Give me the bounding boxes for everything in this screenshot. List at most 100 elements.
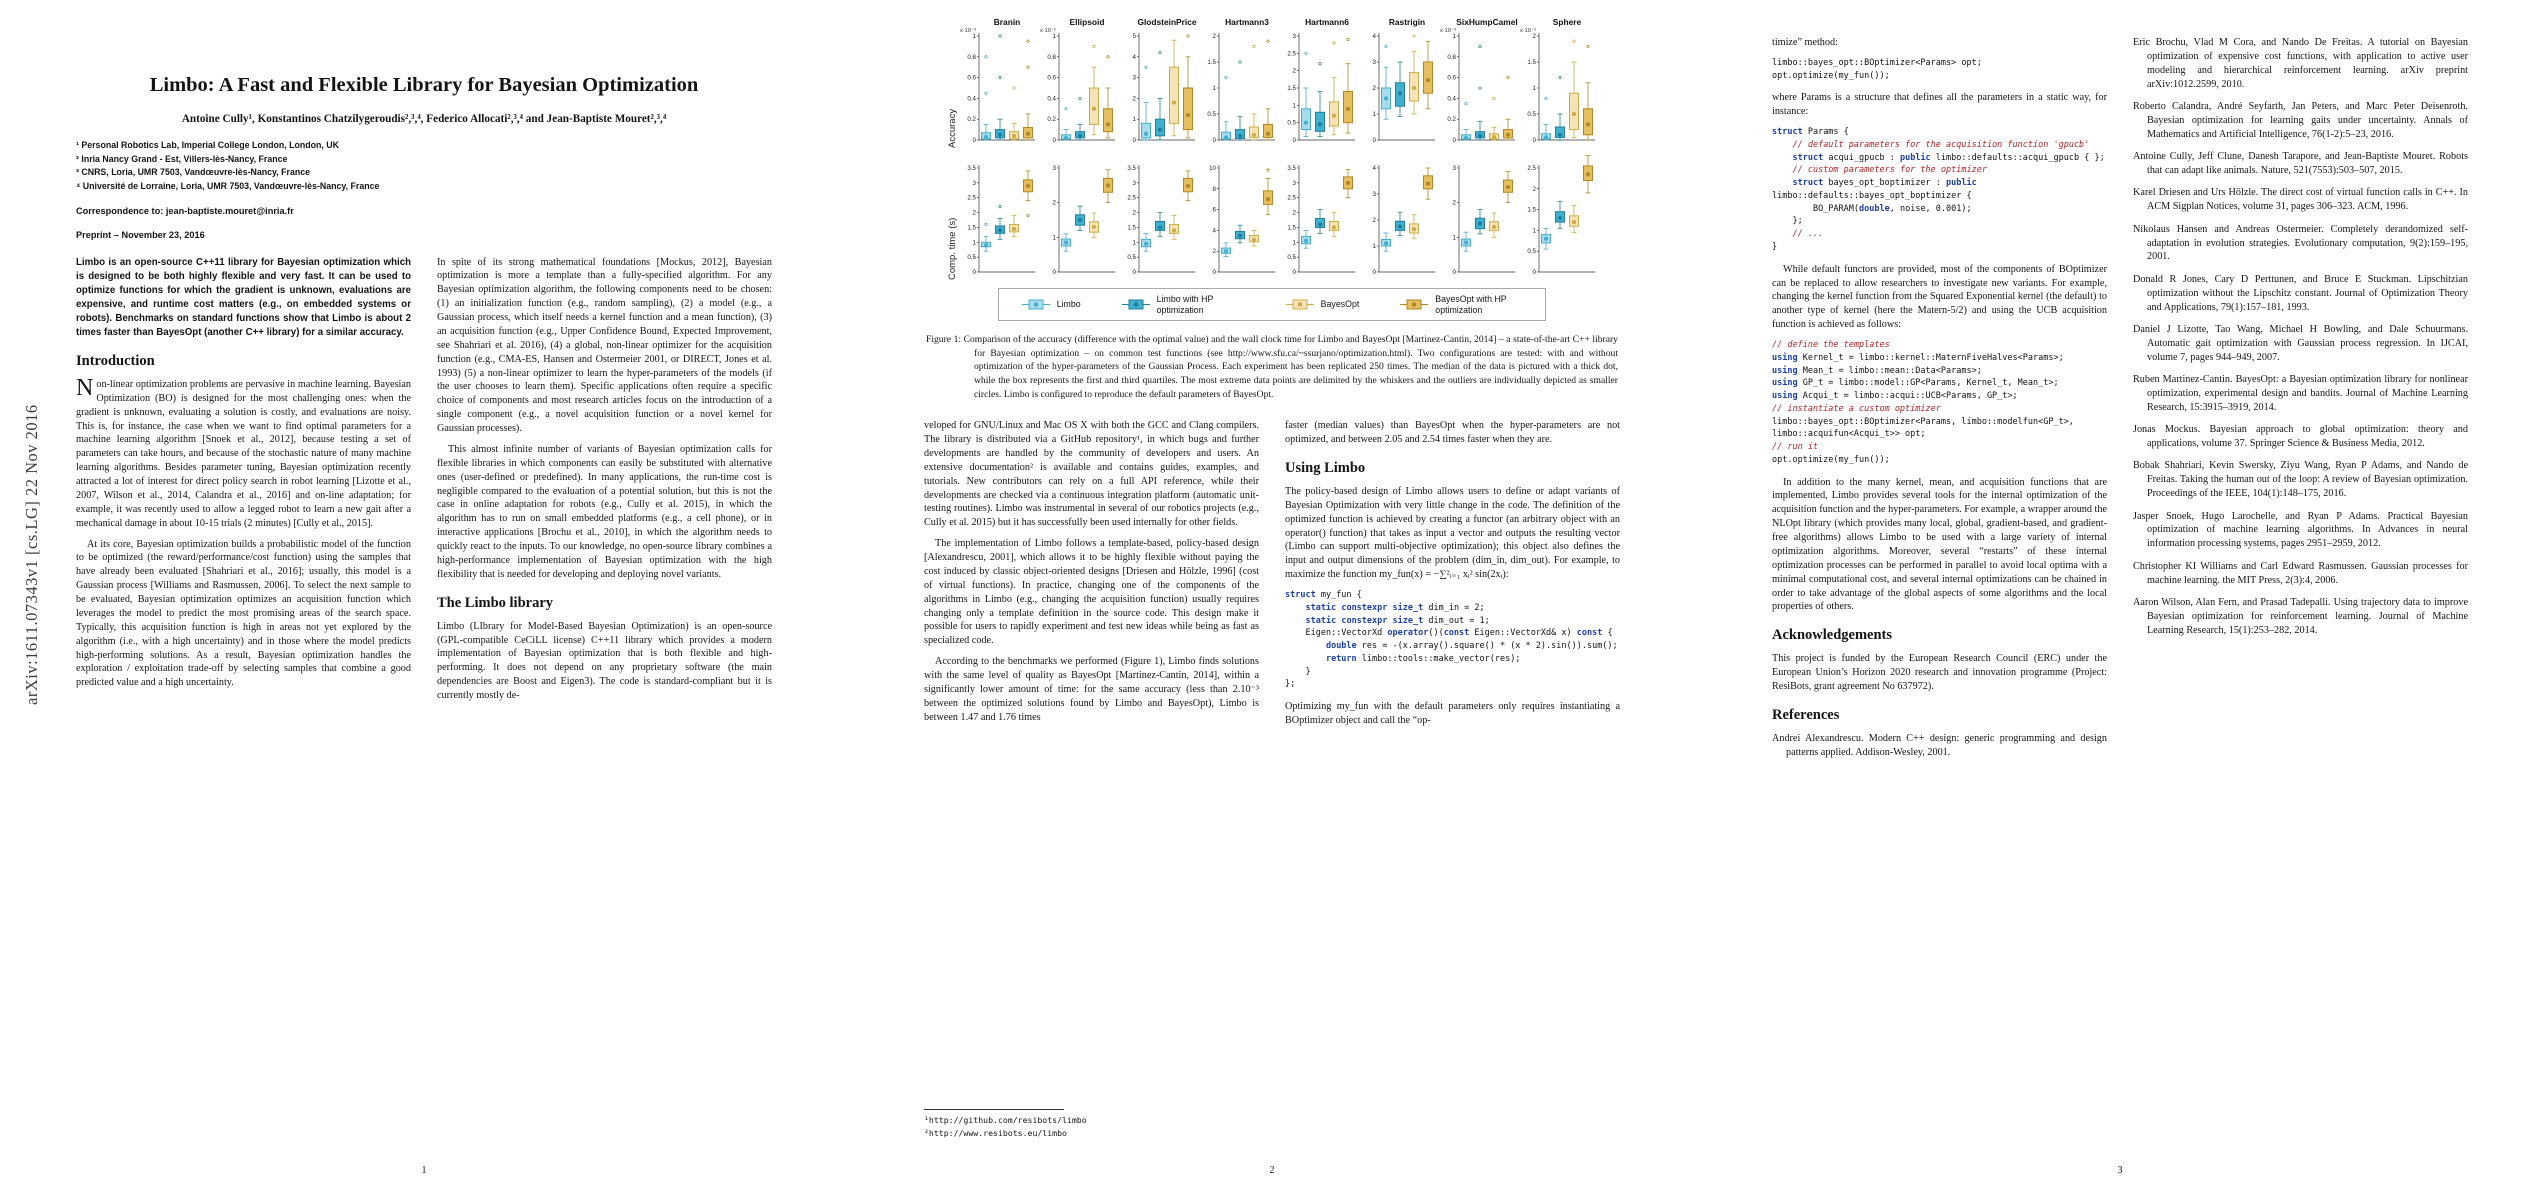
legend-label: BayesOpt — [1320, 299, 1360, 310]
page-3: timize” method: limbo::bayes_opt::BOptim… — [1696, 0, 2544, 1200]
svg-text:2: 2 — [1292, 210, 1296, 217]
legend-boxplot-glyph — [1285, 299, 1314, 310]
boxplot-panel-time-3: 0 2 4 6 8 10 — [1209, 165, 1275, 276]
svg-text:1.5: 1.5 — [967, 224, 976, 231]
paragraph: Optimizing my_fun with the default param… — [1285, 701, 1620, 726]
affiliation-3: ³ CNRS, Loria, UMR 7503, Vandœuvre-lès-N… — [76, 167, 310, 178]
svg-text:3.5: 3.5 — [967, 165, 976, 172]
legend-label: Limbo with HP optimization — [1156, 294, 1214, 315]
svg-text:0: 0 — [1292, 269, 1296, 276]
svg-text:0.6: 0.6 — [1047, 75, 1056, 82]
svg-text:0: 0 — [972, 269, 976, 276]
paragraph: While default functors are provided, mos… — [1772, 263, 2107, 331]
page1-left-column: Limbo is an open-source C++11 library fo… — [76, 256, 411, 1145]
svg-text:Hartmann6: Hartmann6 — [1305, 17, 1349, 27]
svg-text:0: 0 — [1132, 269, 1136, 276]
boxplot-panel-time-6: 0 1 2 3 — [1452, 165, 1515, 276]
reference-item: Bobak Shahriari, Kevin Swersky, Ziyu Wan… — [2133, 460, 2468, 500]
svg-text:5: 5 — [1132, 33, 1136, 40]
boxplot-grid: Accuracy Branin x 10⁻³ 0 0.2 0.4 0.6 0.8 1 Ellips… — [924, 16, 1620, 280]
svg-text:8: 8 — [1212, 186, 1216, 193]
svg-text:2: 2 — [1372, 217, 1376, 224]
svg-text:Rastrigin: Rastrigin — [1388, 17, 1424, 27]
svg-text:0: 0 — [1052, 269, 1056, 276]
reference-item: Antoine Cully, Jeff Clune, Danesh Tarapo… — [2133, 151, 2468, 176]
svg-text:0.2: 0.2 — [1047, 116, 1056, 123]
legend-label: Limbo — [1056, 299, 1081, 310]
svg-text:1: 1 — [1452, 234, 1456, 241]
legend-item: Limbo with HP optimization — [1121, 294, 1245, 315]
page2-right-column: faster (median values) than BayesOpt whe… — [1285, 419, 1620, 1144]
svg-text:0: 0 — [1532, 269, 1536, 276]
paragraph: The implementation of Limbo follows a te… — [924, 538, 1259, 647]
code-listing-params: struct Params { // default parameters fo… — [1772, 127, 2105, 252]
svg-text:0.5: 0.5 — [967, 254, 976, 261]
svg-text:2.5: 2.5 — [1287, 195, 1296, 202]
paragraph: veloped for GNU/Linux and Mac OS X with … — [924, 420, 1259, 529]
footnote-link-github[interactable]: ¹http://github.com/resibots/limbo — [924, 1114, 1087, 1125]
legend-item: BayesOpt with HP optimization — [1399, 294, 1523, 315]
svg-text:2.5: 2.5 — [967, 195, 976, 202]
correspondence-email-link[interactable]: jean-baptiste.mouret@inria.fr — [165, 205, 294, 216]
svg-text:0.2: 0.2 — [967, 116, 976, 123]
svg-text:0: 0 — [1132, 137, 1136, 144]
svg-text:GlodsteinPrice: GlodsteinPrice — [1137, 17, 1196, 27]
svg-text:0.4: 0.4 — [1447, 95, 1456, 102]
reference-item: Eric Brochu, Vlad M Cora, and Nando De F… — [2133, 37, 2468, 90]
svg-text:0.5: 0.5 — [1287, 120, 1296, 127]
svg-text:0.4: 0.4 — [1047, 95, 1056, 102]
boxplot-panel-time-2: 0 0.5 1 1.5 2 2.5 3 3.5 — [1127, 165, 1195, 276]
figure-row: Comp. time (s) 0 0.5 1 1.5 2 2.5 3 3.5 0 1 2 3 0 0.5 1 1… — [924, 148, 1620, 280]
svg-text:0: 0 — [1052, 137, 1056, 144]
svg-text:1.5: 1.5 — [1527, 207, 1536, 214]
svg-text:4: 4 — [1212, 227, 1216, 234]
boxplot-panel-Hartmann6: Hartmann6 0 0.5 1 1.5 2 2.5 3 — [1287, 17, 1355, 144]
page2-columns: veloped for GNU/Linux and Mac OS X with … — [924, 419, 1620, 1144]
page-number-2: 2 — [1269, 1165, 1275, 1176]
svg-text:0.2: 0.2 — [1447, 116, 1456, 123]
paragraph: According to the benchmarks we performed… — [924, 656, 1259, 723]
code-listing-templates: // define the templates using Kernel_t =… — [1772, 340, 2074, 465]
page-1: arXiv:1611.07343v1 [cs.LG] 22 Nov 2016 L… — [0, 0, 848, 1200]
authors-line: Antoine Cully¹, Konstantinos Chatzilyger… — [181, 113, 667, 125]
svg-text:x 10⁻²: x 10⁻² — [1040, 28, 1056, 34]
svg-text:0.8: 0.8 — [967, 54, 976, 61]
legend-label: BayesOpt with HP optimization — [1435, 294, 1507, 315]
svg-text:1: 1 — [1292, 239, 1296, 246]
svg-text:0: 0 — [1212, 269, 1216, 276]
boxplot-panel-time-5: 0 1 2 3 4 — [1372, 165, 1435, 276]
svg-text:3: 3 — [1132, 75, 1136, 82]
svg-text:3: 3 — [1132, 180, 1136, 187]
boxplot-panel-time-4: 0 0.5 1 1.5 2 2.5 3 3.5 — [1287, 165, 1355, 276]
affiliations: ¹ Personal Robotics Lab, Imperial Colleg… — [76, 139, 772, 194]
svg-text:Sphere: Sphere — [1552, 17, 1581, 27]
svg-text:1: 1 — [1132, 239, 1136, 246]
footnote-link-docs[interactable]: ²http://www.resibots.eu/limbo — [924, 1127, 1067, 1138]
svg-text:1: 1 — [1052, 33, 1056, 40]
page2-left-column: veloped for GNU/Linux and Mac OS X with … — [924, 419, 1259, 1144]
boxplot-panel-Rastrigin: Rastrigin 0 1 2 3 4 — [1372, 17, 1435, 144]
svg-text:3: 3 — [1372, 191, 1376, 198]
svg-text:1.5: 1.5 — [1287, 224, 1296, 231]
svg-text:x 10⁻³: x 10⁻³ — [960, 28, 976, 34]
svg-text:0: 0 — [1532, 137, 1536, 144]
page-2: Accuracy Branin x 10⁻³ 0 0.2 0.4 0.6 0.8 1 Ellips… — [848, 0, 1696, 1200]
svg-text:2: 2 — [1212, 33, 1216, 40]
svg-text:0: 0 — [1452, 269, 1456, 276]
figure-row: Accuracy Branin x 10⁻³ 0 0.2 0.4 0.6 0.8 1 Ellips… — [924, 16, 1620, 148]
page-number-3: 3 — [2117, 1165, 2123, 1176]
svg-text:1: 1 — [1532, 85, 1536, 92]
legend-boxplot-glyph — [1400, 299, 1429, 310]
svg-text:3: 3 — [1292, 180, 1296, 187]
paragraph: In spite of its strong mathematical foun… — [437, 256, 772, 435]
reference-item: Jonas Mockus. Bayesian approach to globa… — [2133, 424, 2468, 449]
svg-text:0: 0 — [972, 137, 976, 144]
paragraph: At its core, Bayesian optimization build… — [76, 538, 411, 689]
svg-text:SixHumpCamel: SixHumpCamel — [1456, 17, 1517, 27]
paragraph: In addition to the many kernel, mean, an… — [1772, 476, 2107, 613]
paragraph: Non-linear optimization problems are per… — [76, 374, 411, 529]
svg-text:2.5: 2.5 — [1127, 195, 1136, 202]
legend-item: Limbo — [1021, 298, 1081, 311]
